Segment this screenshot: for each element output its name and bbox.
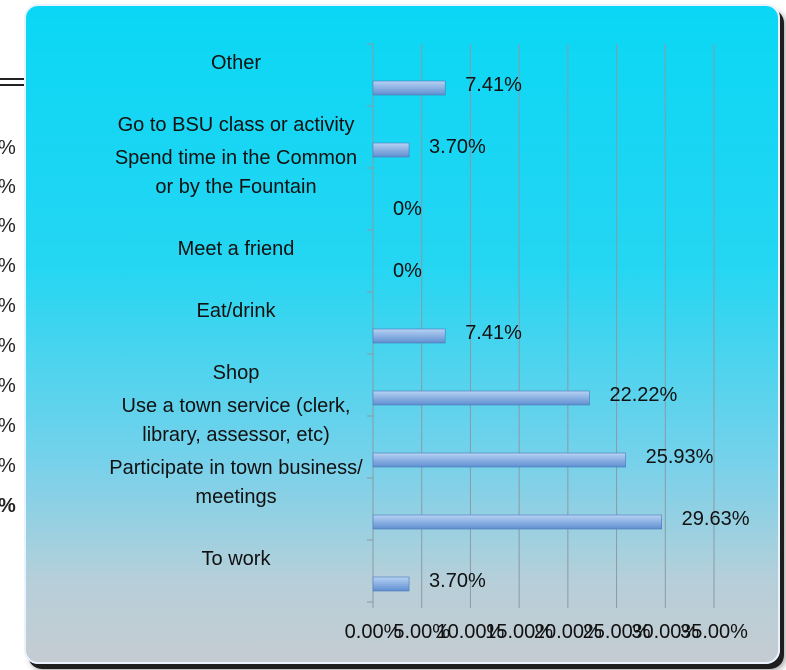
- data-label: 7.41%: [465, 74, 522, 96]
- x-tick-label: 5.00%: [393, 621, 450, 643]
- bar: [372, 452, 626, 468]
- bar-chart: 0.00%5.00%10.00%15.00%20.00%25.00%30.00%…: [109, 43, 750, 643]
- bar: [372, 328, 446, 344]
- category-label-line: Spend time in the Common: [115, 147, 357, 169]
- bars: [372, 80, 662, 592]
- data-label: 0%: [393, 260, 422, 282]
- bar: [372, 142, 410, 158]
- category-label: Participate in town business/meetings: [109, 457, 363, 508]
- clipped-percent-glyph: %: [0, 177, 16, 197]
- category-label-line: Participate in town business/: [109, 457, 363, 479]
- category-label: Spend time in the Common or by the Founta…: [115, 147, 357, 198]
- x-tick-label: 25.00%: [583, 621, 651, 643]
- category-label: Other: [211, 52, 261, 74]
- data-label: 7.41%: [465, 322, 522, 344]
- clipped-percent-glyph: %: [0, 336, 16, 356]
- bar: [372, 80, 446, 96]
- x-tick-label: 30.00%: [631, 621, 699, 643]
- background-rule: [0, 78, 24, 80]
- clipped-percent-glyph: %: [0, 416, 16, 436]
- data-label: 3.70%: [429, 136, 486, 158]
- clipped-percent-glyph: %: [0, 256, 16, 276]
- bar: [372, 576, 410, 592]
- clipped-percent-glyph: %: [0, 376, 16, 396]
- x-tick-label: 35.00%: [680, 621, 748, 643]
- category-label: To work: [202, 548, 272, 570]
- category-label-line: Meet a friend: [178, 238, 295, 260]
- category-label-line: Use a town service (clerk,: [122, 395, 351, 417]
- category-label-line: Eat/drink: [197, 300, 277, 322]
- clipped-percent-glyph: %: [0, 496, 16, 516]
- category-label: Go to BSU class or activity: [118, 114, 355, 136]
- chart-panel: 0.00% 5.00% 10.00% 15.00% 20.00% 25.00% 30.00%…: [24, 4, 780, 664]
- category-label: Eat/drink: [197, 300, 277, 322]
- category-label-line: or by the Fountain: [155, 176, 316, 198]
- category-label-line: meetings: [195, 486, 276, 508]
- x-tick-label: 20.00%: [534, 621, 602, 643]
- grid-lines: [367, 43, 715, 608]
- data-label: 29.63%: [682, 508, 750, 530]
- category-label-line: library, assessor, etc): [142, 424, 329, 446]
- x-tick-label: 10.00%: [437, 621, 505, 643]
- x-tick-label: 15.00%: [485, 621, 553, 643]
- labels: 0.00%5.00%10.00%15.00%20.00%25.00%30.00%…: [109, 52, 749, 643]
- category-label: Meet a friend: [178, 238, 295, 260]
- data-label: 25.93%: [646, 446, 714, 468]
- category-label-line: To work: [202, 548, 272, 570]
- background-rule: [0, 84, 24, 86]
- category-label-line: Shop: [213, 362, 260, 384]
- category-label: Use a town service (clerk, library, asses…: [122, 395, 351, 446]
- x-tick-label: 0.00%: [345, 621, 402, 643]
- bar: [372, 514, 662, 530]
- clipped-percent-glyph: %: [0, 296, 16, 316]
- clipped-percent-glyph: %: [0, 216, 16, 236]
- data-label: 22.22%: [609, 384, 677, 406]
- data-label: 3.70%: [429, 570, 486, 592]
- clipped-percent-glyph: %: [0, 138, 16, 158]
- bar: [372, 390, 590, 406]
- data-label: 0%: [393, 198, 422, 220]
- category-label: Shop: [213, 362, 260, 384]
- category-label-line: Other: [211, 52, 261, 74]
- category-label-line: Go to BSU class or activity: [118, 114, 355, 136]
- clipped-percent-glyph: %: [0, 456, 16, 476]
